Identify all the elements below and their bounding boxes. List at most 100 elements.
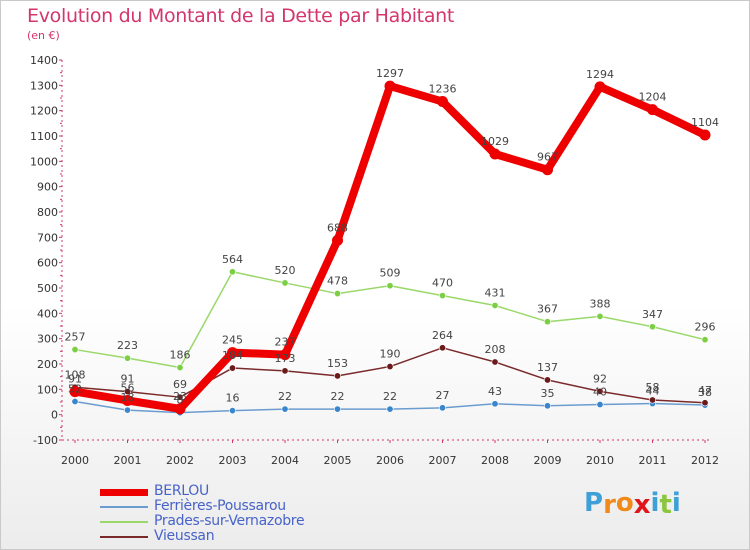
data-label: 40	[593, 386, 607, 399]
chart-subtitle: (en €)	[27, 29, 60, 42]
data-label: 1297	[376, 67, 404, 80]
data-label: 184	[222, 349, 243, 362]
data-point	[648, 396, 656, 404]
data-label: 18	[121, 391, 135, 404]
data-point	[333, 372, 341, 380]
data-point	[386, 282, 394, 290]
data-point	[596, 387, 604, 395]
data-label: 44	[646, 385, 660, 398]
data-label: 264	[432, 329, 453, 342]
x-tick-label: 2003	[219, 454, 247, 467]
data-label: 23	[173, 390, 187, 403]
data-label: 56	[121, 381, 135, 394]
data-label: 153	[327, 357, 348, 370]
data-label: 91	[68, 373, 82, 386]
x-tick-label: 2004	[271, 454, 299, 467]
data-point	[647, 104, 658, 116]
data-label: 296	[695, 321, 716, 334]
data-point	[701, 336, 709, 344]
data-point	[124, 388, 132, 396]
legend-label: Prades-sur-Vernazobre	[154, 513, 305, 529]
y-tick-label: 400	[37, 307, 58, 320]
data-label: 108	[65, 368, 86, 381]
data-point	[122, 394, 133, 406]
x-tick-label: 2009	[534, 454, 562, 467]
proxiti-logo: Proxiti	[584, 488, 681, 520]
data-point	[491, 301, 499, 309]
data-label: 1029	[481, 135, 509, 148]
data-point	[71, 397, 79, 405]
legend-swatch	[100, 536, 148, 538]
x-tick-label: 2008	[481, 454, 509, 467]
data-label: 257	[65, 331, 86, 344]
data-label: 388	[590, 297, 611, 310]
legend-swatch	[100, 506, 148, 508]
data-point	[437, 96, 448, 108]
data-label: 688	[327, 221, 348, 234]
x-tick-label: 2005	[324, 454, 352, 467]
data-label: 16	[226, 392, 240, 405]
data-point	[281, 279, 289, 287]
y-tick-label: 1200	[30, 105, 58, 118]
y-tick-label: 1400	[30, 54, 58, 67]
data-label: 223	[117, 339, 138, 352]
data-label: 520	[275, 264, 296, 277]
data-label: 1204	[639, 91, 667, 104]
data-point	[438, 344, 446, 352]
y-tick-label: 100	[37, 383, 58, 396]
data-point	[386, 363, 394, 371]
data-point	[124, 354, 132, 362]
data-point	[543, 402, 551, 410]
data-label: 52	[68, 382, 82, 395]
data-label: 58	[646, 381, 660, 394]
data-point	[699, 129, 711, 141]
y-tick-label: 1300	[30, 79, 58, 92]
data-point	[386, 405, 394, 413]
data-point	[281, 405, 289, 413]
data-label: 564	[222, 253, 243, 266]
data-label: 38	[698, 386, 712, 399]
data-label: 1294	[586, 68, 614, 81]
data-label: 190	[380, 348, 401, 361]
data-point	[176, 393, 184, 401]
y-tick-label: 200	[37, 358, 58, 371]
data-point	[174, 403, 186, 415]
x-tick-label: 2007	[429, 454, 457, 467]
data-label: 431	[485, 286, 506, 299]
data-label: 22	[383, 390, 397, 403]
data-point	[491, 358, 499, 366]
chart-title: Evolution du Montant de la Dette par Hab…	[27, 5, 455, 27]
data-label: 367	[537, 303, 558, 316]
data-point	[596, 401, 604, 409]
legend-label: Vieussan	[154, 528, 215, 544]
data-point	[69, 386, 81, 398]
y-tick-label: -100	[33, 434, 58, 447]
data-label: 237	[275, 336, 296, 349]
data-point	[489, 148, 501, 160]
data-point	[332, 234, 343, 246]
data-point	[384, 80, 396, 92]
data-label: 22	[278, 390, 292, 403]
data-point	[543, 318, 551, 326]
x-tick-label: 2012	[691, 454, 719, 467]
y-tick-label: 1000	[30, 155, 58, 168]
data-point	[279, 349, 291, 361]
y-tick-label: 300	[37, 333, 58, 346]
data-point	[229, 364, 237, 372]
y-tick-label: 600	[37, 257, 58, 270]
x-tick-label: 2006	[376, 454, 404, 467]
data-label: 1236	[429, 83, 457, 96]
data-label: 27	[436, 389, 450, 402]
data-label: 478	[327, 275, 348, 288]
legend-label: BERLOU	[154, 483, 209, 499]
data-point	[229, 407, 237, 415]
x-tick-label: 2002	[166, 454, 194, 467]
data-label: 35	[541, 387, 555, 400]
data-label: 470	[432, 277, 453, 290]
data-point	[543, 376, 551, 384]
x-tick-label: 2011	[639, 454, 667, 467]
data-point	[596, 312, 604, 320]
data-point	[438, 404, 446, 412]
